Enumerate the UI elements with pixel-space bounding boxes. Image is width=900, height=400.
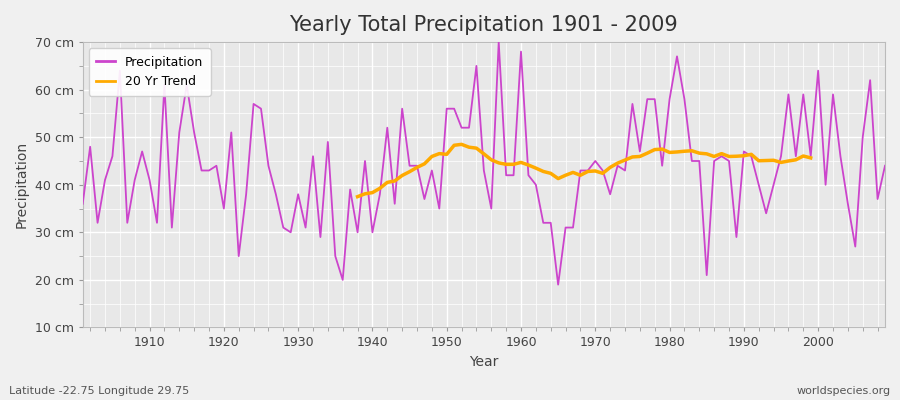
Y-axis label: Precipitation: Precipitation bbox=[15, 141, 29, 228]
Legend: Precipitation, 20 Yr Trend: Precipitation, 20 Yr Trend bbox=[89, 48, 211, 96]
Text: Latitude -22.75 Longitude 29.75: Latitude -22.75 Longitude 29.75 bbox=[9, 386, 189, 396]
Text: worldspecies.org: worldspecies.org bbox=[796, 386, 891, 396]
Title: Yearly Total Precipitation 1901 - 2009: Yearly Total Precipitation 1901 - 2009 bbox=[290, 15, 679, 35]
X-axis label: Year: Year bbox=[469, 355, 499, 369]
